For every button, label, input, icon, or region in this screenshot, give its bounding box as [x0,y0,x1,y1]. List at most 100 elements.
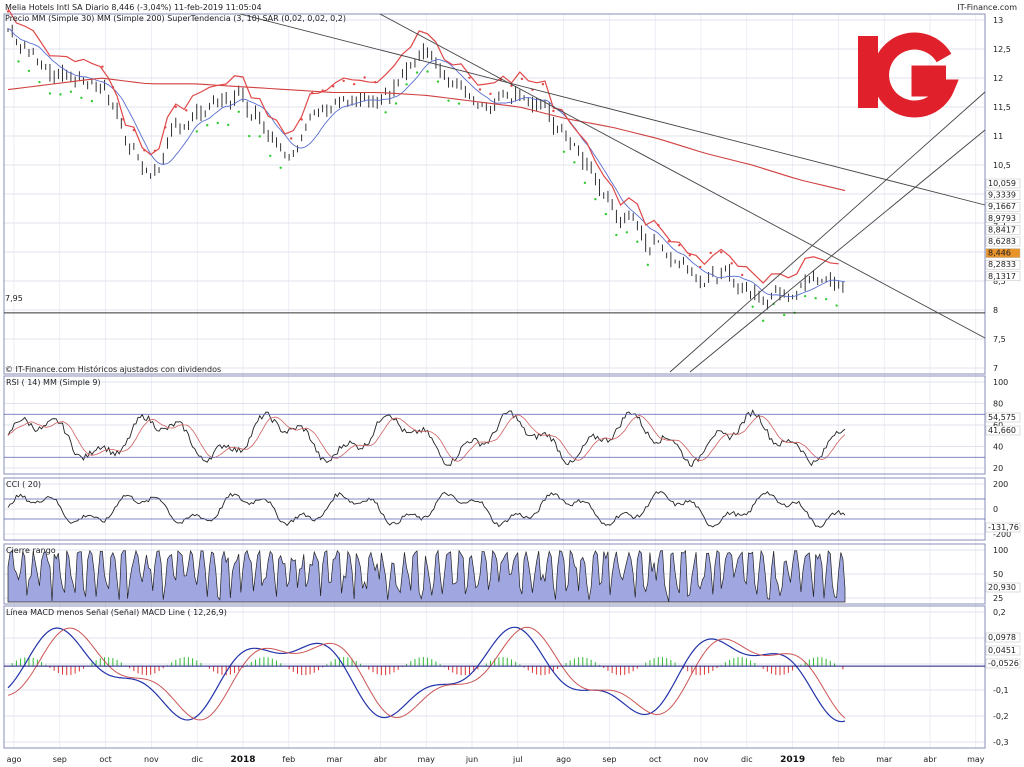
tick-rsi-1: 80 [993,400,1003,409]
sar-dot [636,240,639,243]
tick-macd-5: -0,3 [993,738,1009,747]
badge-price-7 [985,259,1021,270]
tick-price-5: 10,5 [993,161,1011,170]
sar-dot [342,79,345,83]
ig-logo-i [858,36,878,108]
panel-label-cci: CCI ( 20) [6,480,41,489]
tick-range-0: 100 [993,546,1008,555]
ig-logo-g [872,32,959,118]
tick-cci-2: -200 [993,530,1011,539]
badge-value-price-8: 8,1317 [988,272,1016,281]
sar-dot [478,88,482,91]
sar-dot [594,197,597,201]
tick-price-0: 13 [993,16,1003,25]
sar-dot [468,76,471,80]
sar-dot [824,297,828,301]
badge-value-macd-1: 0,0451 [988,646,1016,655]
tick-macd-4: -0,2 [993,712,1009,721]
sar-dot [436,80,440,83]
sar-dot [447,99,450,102]
ma200-line [7,77,846,192]
x-label-7: mar [327,755,344,764]
badge-price-5 [985,236,1021,247]
tick-price-12: 7 [993,364,998,373]
x-label-18: feb [832,755,845,764]
panel-rsi [3,375,986,475]
ig-logo [858,32,959,118]
tick-range-1: 50 [993,570,1003,579]
sar-dot [48,92,52,95]
badge-value-rsi-0: 54,575 [988,413,1016,422]
sar-dot [122,118,125,121]
x-label-12: ago [556,755,571,764]
tick-range-2: 25 [993,594,1003,603]
tick-cci-1: 0 [993,505,998,514]
x-label-11: jul [512,755,523,764]
sar-dot [216,121,219,125]
panel-cci [3,477,986,541]
sar-dot [405,83,408,86]
supertrend-line [7,8,839,284]
x-label-14: oct [649,755,661,764]
chart-series [6,8,846,723]
sar-dot [573,161,576,164]
x-label-9: may [417,755,435,764]
x-label-13: sep [602,755,616,764]
sar-dot [782,313,786,317]
sar-dot [426,70,429,73]
panel-label-rsi: RSI ( 14) MM (Simple 9) [6,378,101,387]
badge-price-0 [985,178,1021,189]
sar-dot [657,223,660,227]
trendline-3 [689,129,986,373]
badge-value-macd-0: 0,0978 [988,633,1016,642]
tick-price-4: 11 [993,132,1003,141]
sar-dot [510,84,513,88]
panel-label-macd: Línea MACD menos Señal (Señal) MACD Line… [6,608,227,617]
sar-dot [289,137,293,140]
sar-dot [59,93,62,96]
macd-signal-line [7,626,846,721]
sar-dot [604,212,608,216]
x-label-15: nov [694,755,709,764]
badge-price-4 [985,225,1021,235]
sar-dot [258,135,261,138]
x-label-6: feb [282,755,295,764]
x-label-20: abr [923,755,937,764]
sar-dot [562,150,566,153]
sar-dot [164,126,167,129]
sar-dot [720,251,723,254]
sar-dot [174,105,178,109]
range-area [7,549,846,603]
sar-dot [352,82,356,86]
price-legend: Precio MM (Simple 30) MM (Simple 200) Su… [5,14,346,23]
tick-rsi-0: 100 [993,378,1008,387]
badge-value-price-5: 8,6283 [988,237,1016,246]
sar-dot [269,154,272,157]
sar-dot [206,124,209,127]
tick-rsi-4: 20 [993,464,1003,473]
x-label-16: dic [741,755,753,764]
sar-dot [699,265,702,269]
source-label: IT-Finance.com [957,3,1017,12]
sar-dot [195,130,198,133]
trendline-0 [239,13,986,206]
badge-value-macd-2: -0,0526 [988,659,1019,668]
sar-dot [751,305,754,308]
sar-dot [835,304,838,307]
badge-value-price-4: 8,8417 [988,225,1016,234]
macd-line [7,626,846,723]
x-label-4: dic [191,755,203,764]
trendline-1 [379,13,986,339]
badge-macd-1 [985,645,1021,656]
sar-dot [741,273,744,277]
sar-dot [489,92,492,96]
x-label-1: sep [53,755,67,764]
chart-panels: RSI ( 14) MM (Simple 9) CCI ( 20) Cierre r… [3,13,986,749]
sar-dot [69,90,73,93]
sar-dot [27,69,31,73]
badge-rsi-1 [985,425,1021,436]
cci-line [7,490,846,528]
badge-value-price-2: 9,1667 [988,202,1016,211]
sar-dot [185,109,188,112]
